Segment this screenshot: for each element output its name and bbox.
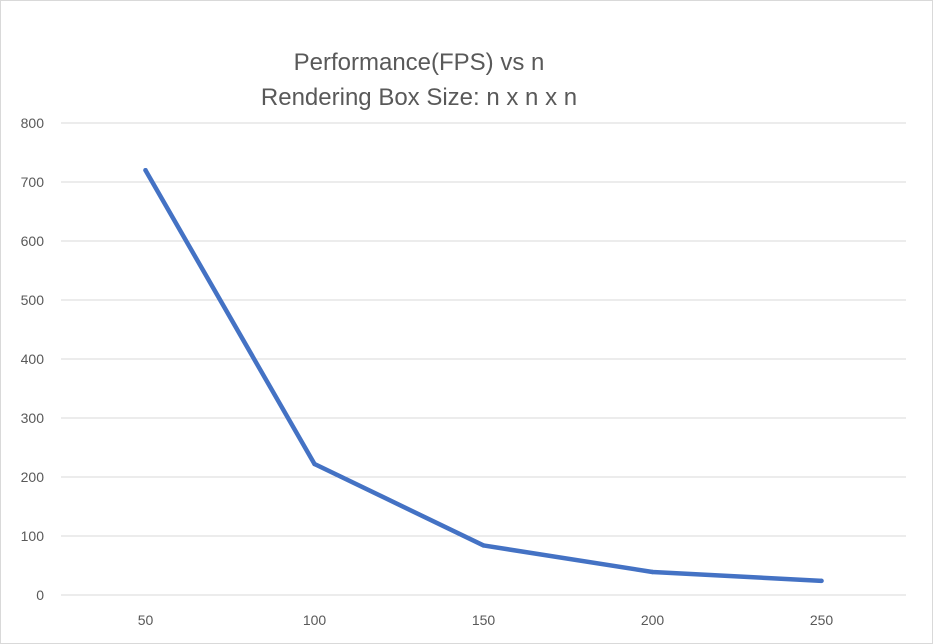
- data-point-50: [143, 168, 148, 173]
- gridlines: [61, 122, 906, 596]
- y-axis-tick-labels: 0 100 200 300 400 500 600 700 800: [21, 115, 45, 603]
- x-tick-label-200: 200: [641, 612, 665, 628]
- y-tick-label-600: 600: [21, 233, 45, 249]
- y-tick-label-800: 800: [21, 115, 45, 131]
- y-tick-label-500: 500: [21, 292, 45, 308]
- data-point-100: [312, 461, 317, 467]
- series-line-0: [143, 167, 824, 584]
- x-tick-label-250: 250: [810, 612, 834, 628]
- data-point-150: [481, 543, 486, 548]
- data-point-250: [819, 578, 824, 584]
- chart-title-line-2: Rendering Box Size: n x n x n: [261, 84, 577, 111]
- x-tick-label-50: 50: [138, 612, 154, 628]
- y-tick-label-400: 400: [21, 351, 45, 367]
- x-tick-label-100: 100: [303, 612, 327, 628]
- y-tick-label-300: 300: [21, 410, 45, 426]
- data-point-200: [650, 569, 655, 575]
- y-tick-label-700: 700: [21, 174, 45, 190]
- y-tick-label-200: 200: [21, 469, 45, 485]
- chart-title-line-1: Performance(FPS) vs n: [294, 49, 545, 76]
- chart-title: Performance(FPS) vs n Rendering Box Size…: [261, 49, 577, 111]
- x-tick-label-150: 150: [472, 612, 496, 628]
- x-axis-tick-labels: 50 100 150 200 250: [138, 612, 834, 628]
- series-layer: [143, 167, 824, 584]
- y-tick-label-0: 0: [36, 587, 44, 603]
- y-tick-label-100: 100: [21, 528, 45, 544]
